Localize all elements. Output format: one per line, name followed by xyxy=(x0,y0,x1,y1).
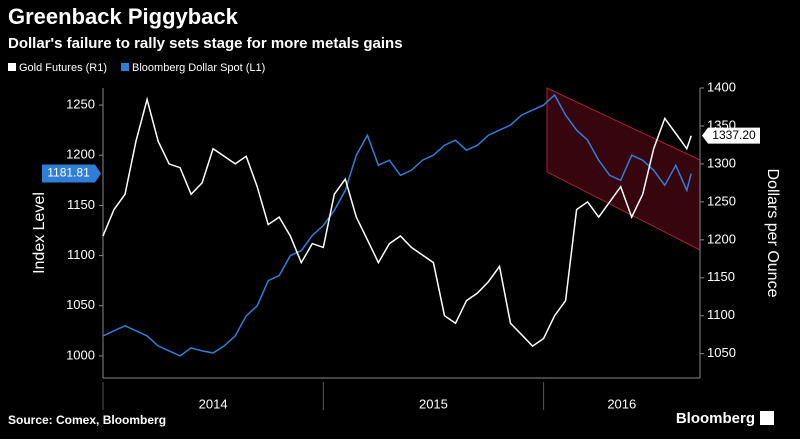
y-axis-label: Index Level xyxy=(31,192,48,274)
chart-title: Greenback Piggyback xyxy=(8,4,239,29)
x-tick-label: 2016 xyxy=(607,396,636,411)
y2-tick-label: 1300 xyxy=(707,155,736,170)
y2-tick-label: 1150 xyxy=(707,269,735,284)
end-label: 1337.20 xyxy=(712,128,756,142)
chart-subtitle: Dollar's failure to rally sets stage for… xyxy=(8,35,403,52)
series-line xyxy=(102,96,692,348)
legend-label: Gold Futures (R1) xyxy=(19,62,107,74)
y-tick-label: 1050 xyxy=(66,297,95,312)
legend-swatch xyxy=(8,63,16,71)
x-tick-label: 2015 xyxy=(419,396,448,411)
y2-axis-label: Dollars per Ounce xyxy=(764,169,781,298)
y-tick-label: 1000 xyxy=(66,347,95,362)
y2-tick-label: 1200 xyxy=(707,231,736,246)
legend-swatch xyxy=(121,63,130,71)
y-tick-label: 1100 xyxy=(67,247,95,262)
series-line xyxy=(102,93,692,357)
y2-tick-label: 1250 xyxy=(707,193,736,208)
y2-tick-label: 1100 xyxy=(707,307,735,322)
source: Source: Comex, Bloomberg xyxy=(8,413,166,427)
y-tick-label: 1200 xyxy=(66,147,95,162)
brand-icon xyxy=(760,411,774,425)
y-tick-label: 1250 xyxy=(66,96,95,111)
end-label: 1181.81 xyxy=(47,166,90,180)
y2-tick-label: 1050 xyxy=(707,345,736,360)
end-label-box xyxy=(42,164,101,183)
legend-label: Bloomberg Dollar Spot (L1) xyxy=(132,62,265,74)
x-tick-label: 2014 xyxy=(199,396,228,411)
brand: Bloomberg xyxy=(676,410,755,427)
y-tick-label: 1150 xyxy=(67,197,95,212)
end-label-box xyxy=(702,127,760,144)
y2-tick-label: 1400 xyxy=(707,79,736,94)
